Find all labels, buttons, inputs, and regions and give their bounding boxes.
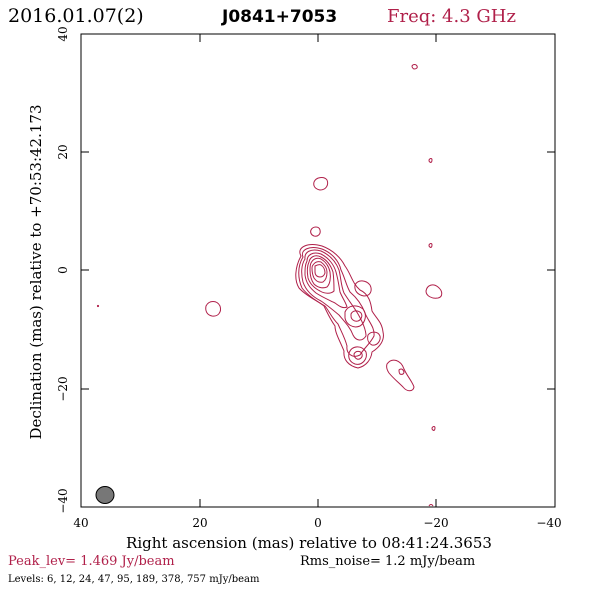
contour-level-2 bbox=[298, 247, 375, 357]
isolated-component bbox=[205, 301, 221, 317]
peak-level: Peak_lev= 1.469 Jy/beam bbox=[8, 554, 175, 569]
x-tick-label: −20 bbox=[423, 516, 448, 530]
observation-date: 2016.01.07(2) bbox=[8, 5, 144, 27]
isolated-component bbox=[428, 504, 434, 507]
jet-knot-contour bbox=[353, 350, 363, 360]
y-tick-label: −20 bbox=[56, 376, 70, 401]
jet-knot-contour bbox=[348, 346, 367, 365]
contour-levels: Levels: 6, 12, 24, 47, 95, 189, 378, 757… bbox=[8, 574, 260, 585]
contour-level-8 bbox=[314, 264, 326, 278]
x-tick-label: 40 bbox=[73, 516, 88, 530]
isolated-component bbox=[425, 284, 443, 299]
plot-frame bbox=[80, 33, 556, 508]
isolated-component bbox=[428, 243, 433, 248]
contour-level-3 bbox=[301, 249, 367, 341]
contour-level-7 bbox=[311, 261, 328, 283]
isolated-component bbox=[96, 304, 100, 308]
jet-knot-contour bbox=[354, 280, 372, 297]
jet-extension-contour bbox=[398, 368, 405, 375]
contour-map bbox=[96, 64, 443, 507]
isolated-component bbox=[411, 64, 418, 70]
frequency-label: Freq: 4.3 GHz bbox=[387, 6, 516, 27]
contour-level-5 bbox=[306, 255, 335, 294]
isolated-component bbox=[431, 426, 436, 431]
y-ticks bbox=[81, 33, 555, 508]
source-name: J0841+7053 bbox=[221, 7, 337, 27]
x-tick-label: 0 bbox=[314, 516, 322, 530]
x-ticks bbox=[80, 34, 556, 507]
x-tick-label: 20 bbox=[192, 516, 207, 530]
y-axis-title: Declination (mas) relative to +70:53:42.… bbox=[27, 104, 45, 439]
x-tick-label: −40 bbox=[536, 516, 561, 530]
contour-level-4 bbox=[304, 252, 348, 309]
rms-noise: Rms_noise= 1.2 mJy/beam bbox=[300, 554, 475, 569]
x-axis-title: Right ascension (mas) relative to 08:41:… bbox=[126, 534, 492, 552]
isolated-component bbox=[428, 158, 433, 163]
y-tick-label: 20 bbox=[56, 144, 70, 159]
y-tick-label: −40 bbox=[56, 488, 70, 513]
isolated-component bbox=[310, 226, 321, 237]
jet-knot-contour bbox=[350, 310, 363, 322]
isolated-component bbox=[313, 177, 329, 191]
contour-level-6 bbox=[309, 257, 331, 289]
beam-ellipse bbox=[95, 486, 115, 504]
y-tick-label: 0 bbox=[56, 266, 70, 274]
jet-knot-contour bbox=[344, 305, 366, 328]
y-tick-label: 40 bbox=[56, 26, 70, 41]
jet-knot-contour bbox=[367, 331, 381, 346]
jet-extension-contour bbox=[386, 359, 415, 392]
